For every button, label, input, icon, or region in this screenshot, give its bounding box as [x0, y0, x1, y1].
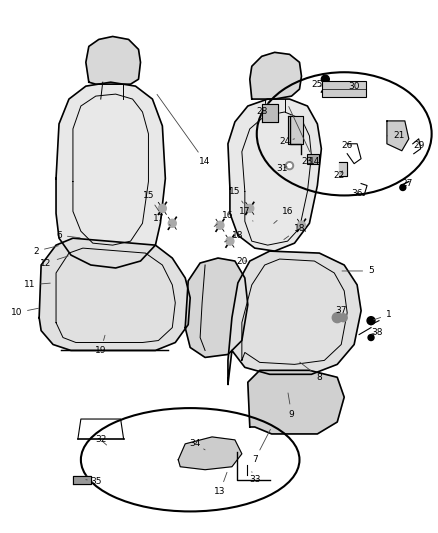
Circle shape: [168, 219, 176, 227]
Circle shape: [246, 204, 254, 212]
Text: 26: 26: [342, 141, 353, 150]
Polygon shape: [339, 161, 347, 175]
Polygon shape: [86, 36, 141, 84]
Text: 38: 38: [371, 328, 383, 337]
Text: 8: 8: [300, 362, 322, 382]
Text: 13: 13: [214, 472, 227, 496]
Polygon shape: [228, 99, 321, 251]
Text: 23: 23: [302, 157, 313, 166]
Text: 11: 11: [24, 280, 50, 289]
Polygon shape: [387, 121, 409, 151]
FancyBboxPatch shape: [307, 154, 319, 164]
Circle shape: [226, 237, 234, 245]
Polygon shape: [250, 52, 301, 99]
Circle shape: [332, 313, 342, 322]
Text: 2: 2: [33, 246, 58, 256]
Text: 17: 17: [239, 207, 253, 221]
Circle shape: [159, 204, 166, 212]
Text: 19: 19: [95, 335, 106, 355]
Polygon shape: [73, 475, 91, 483]
Text: 16: 16: [274, 207, 293, 223]
Text: 14: 14: [289, 107, 320, 166]
Text: 14: 14: [157, 94, 211, 166]
Text: 25: 25: [312, 79, 323, 88]
Text: 34: 34: [190, 439, 205, 450]
Polygon shape: [178, 437, 242, 470]
Text: 10: 10: [11, 308, 39, 317]
Text: 1: 1: [374, 310, 392, 320]
Text: 12: 12: [40, 256, 68, 268]
Polygon shape: [39, 238, 190, 351]
Polygon shape: [248, 370, 344, 434]
Text: 21: 21: [387, 131, 405, 140]
Text: 16: 16: [214, 211, 234, 227]
Text: 29: 29: [413, 141, 424, 150]
Circle shape: [286, 161, 293, 169]
Text: 37: 37: [336, 306, 347, 315]
Text: 9: 9: [288, 393, 294, 418]
Circle shape: [288, 164, 292, 168]
Circle shape: [297, 221, 305, 229]
Text: 6: 6: [56, 231, 80, 240]
Text: 30: 30: [348, 82, 360, 91]
Text: 31: 31: [276, 164, 287, 173]
Polygon shape: [288, 116, 304, 144]
Circle shape: [216, 221, 224, 229]
Text: 15: 15: [143, 191, 159, 211]
Circle shape: [367, 317, 375, 325]
Text: 28: 28: [256, 108, 268, 117]
Text: 18: 18: [224, 231, 244, 242]
Circle shape: [339, 314, 347, 321]
Polygon shape: [185, 258, 248, 358]
Text: 15: 15: [229, 187, 243, 203]
Text: 22: 22: [334, 171, 345, 180]
Text: 32: 32: [95, 435, 106, 445]
Text: 20: 20: [236, 256, 247, 265]
Polygon shape: [56, 82, 165, 268]
Text: 17: 17: [152, 214, 170, 225]
Text: 27: 27: [401, 179, 413, 188]
Text: 7: 7: [252, 430, 270, 464]
Text: 18: 18: [284, 224, 305, 239]
Circle shape: [321, 75, 329, 83]
Text: 5: 5: [342, 266, 374, 276]
Text: 24: 24: [279, 138, 294, 146]
Polygon shape: [262, 104, 278, 122]
FancyBboxPatch shape: [322, 81, 366, 97]
Circle shape: [400, 184, 406, 190]
Circle shape: [368, 335, 374, 341]
Text: 35: 35: [86, 477, 102, 486]
Text: 36: 36: [351, 189, 363, 198]
Text: 33: 33: [249, 472, 261, 484]
Polygon shape: [228, 251, 361, 384]
